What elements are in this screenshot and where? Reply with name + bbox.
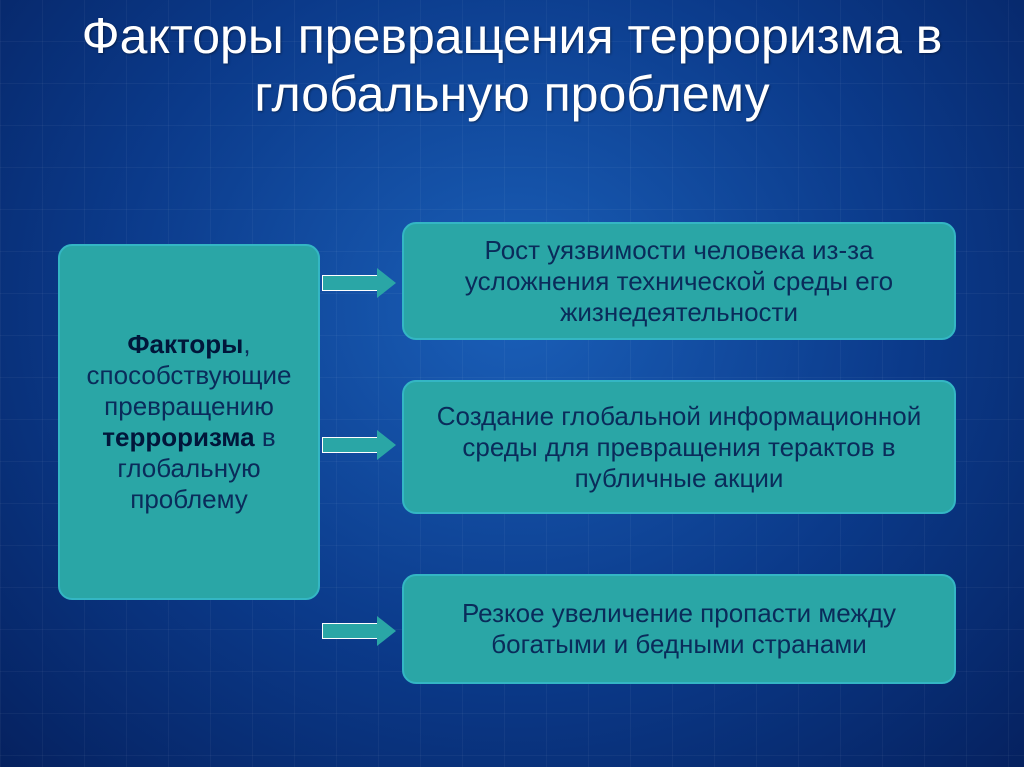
factor-node: Создание глобальной информационной среды… xyxy=(402,380,956,514)
arrow-shaft xyxy=(322,623,377,639)
arrow-shaft xyxy=(322,437,377,453)
page-title: Факторы превращения терроризма в глобаль… xyxy=(0,8,1024,123)
arrow-shaft xyxy=(322,275,377,291)
source-node-label: Факторы, способствующие превращению терр… xyxy=(60,329,318,515)
source-node-label-prefix: Факторы xyxy=(127,329,243,359)
factor-node-label: Резкое увеличение пропасти между богатым… xyxy=(422,598,936,660)
factor-node-label: Рост уязвимости человека из-за усложнени… xyxy=(422,235,936,328)
arrow-head xyxy=(377,616,396,646)
factor-node: Рост уязвимости человека из-за усложнени… xyxy=(402,222,956,340)
source-node: Факторы, способствующие превращению терр… xyxy=(58,244,320,600)
factor-node: Резкое увеличение пропасти между богатым… xyxy=(402,574,956,684)
source-node-label-highlight: терроризма xyxy=(102,422,254,452)
arrow-icon xyxy=(322,616,396,646)
arrow-icon xyxy=(322,430,396,460)
arrow-head xyxy=(377,430,396,460)
arrow-head xyxy=(377,268,396,298)
arrow-icon xyxy=(322,268,396,298)
factor-node-label: Создание глобальной информационной среды… xyxy=(422,401,936,494)
